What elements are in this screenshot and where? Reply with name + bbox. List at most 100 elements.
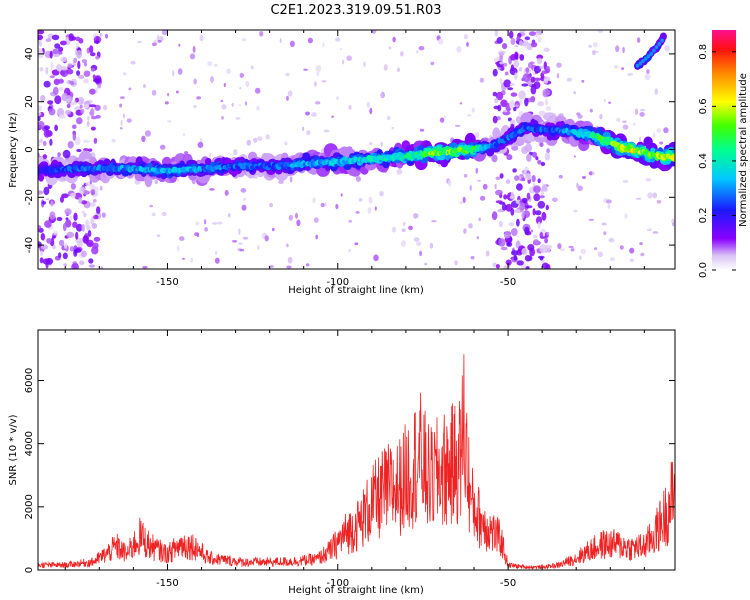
- noise-blob: [510, 207, 515, 216]
- noise-blob: [287, 256, 293, 264]
- noise-blob: [429, 242, 434, 249]
- noise-blob: [257, 136, 263, 142]
- noise-blob: [533, 77, 541, 82]
- noise-blob: [355, 211, 360, 214]
- noise-blob: [53, 78, 60, 86]
- noise-blob: [241, 38, 246, 42]
- noise-blob: [89, 45, 94, 54]
- noise-blob: [238, 228, 241, 235]
- noise-blob: [511, 228, 518, 236]
- noise-blob: [552, 197, 558, 203]
- noise-blob: [306, 130, 311, 136]
- noise-blob: [93, 137, 98, 144]
- noise-blob: [647, 192, 653, 199]
- noise-blob: [354, 242, 359, 245]
- noise-blob: [516, 183, 523, 191]
- noise-blob: [227, 213, 231, 218]
- noise-blob: [522, 39, 529, 48]
- noise-blob: [496, 56, 501, 59]
- noise-blob: [84, 62, 87, 67]
- upper-trace-blob: [654, 45, 659, 50]
- noise-blob: [383, 64, 388, 71]
- upper-trace-blob: [635, 63, 640, 68]
- noise-blob: [119, 103, 123, 108]
- noise-blob: [58, 252, 62, 259]
- noise-blob: [130, 60, 136, 65]
- spectrogram-ylabel: Frequency (Hz): [8, 112, 19, 188]
- snr-frame: [37, 329, 676, 571]
- noise-blob: [624, 213, 628, 219]
- noise-blob: [67, 141, 74, 149]
- noise-blob: [75, 42, 79, 49]
- noise-blob: [288, 214, 293, 221]
- noise-blob: [161, 211, 167, 217]
- noise-blob: [413, 237, 420, 242]
- noise-blob: [269, 265, 274, 268]
- noise-blob: [156, 234, 161, 237]
- noise-blob: [190, 257, 193, 263]
- noise-blob: [119, 96, 125, 99]
- noise-blob: [302, 126, 305, 132]
- noise-blob: [499, 173, 504, 179]
- noise-blob: [380, 92, 384, 98]
- noise-blob: [542, 88, 551, 96]
- noise-blob: [521, 210, 525, 219]
- noise-blob: [581, 80, 585, 83]
- noise-blob: [89, 88, 96, 95]
- noise-blob: [320, 202, 325, 208]
- spectrogram-ytick-label: 40: [24, 48, 35, 61]
- noise-blob: [77, 96, 85, 105]
- noise-blob: [369, 142, 373, 145]
- noise-blob: [530, 42, 538, 48]
- noise-blob: [94, 104, 101, 111]
- noise-blob: [100, 266, 104, 269]
- noise-blob: [466, 41, 469, 47]
- noise-blob: [519, 54, 525, 61]
- noise-blob: [491, 154, 498, 163]
- noise-blob: [616, 117, 621, 123]
- noise-blob: [535, 216, 543, 225]
- noise-blob: [482, 183, 488, 190]
- noise-blob: [654, 88, 659, 95]
- noise-blob: [500, 246, 508, 251]
- noise-blob: [63, 243, 68, 249]
- noise-blob: [87, 115, 90, 121]
- noise-blob: [522, 197, 528, 204]
- noise-blob: [313, 217, 319, 223]
- noise-blob: [495, 176, 501, 181]
- noise-blob: [285, 72, 290, 77]
- noise-blob: [48, 108, 56, 116]
- noise-blob: [315, 65, 322, 72]
- noise-blob: [431, 220, 437, 223]
- noise-blob: [208, 152, 212, 160]
- noise-blob: [518, 67, 523, 72]
- noise-blob: [499, 78, 503, 85]
- noise-blob: [368, 196, 373, 204]
- noise-blob: [539, 232, 544, 238]
- noise-blob: [78, 197, 83, 204]
- noise-blob: [507, 87, 514, 91]
- noise-blob: [231, 240, 238, 243]
- noise-blob: [254, 87, 261, 94]
- noise-blob: [78, 74, 85, 80]
- noise-blob: [401, 228, 406, 232]
- noise-blob: [51, 34, 60, 41]
- noise-blob: [224, 189, 229, 196]
- noise-blob: [38, 115, 41, 122]
- noise-blob: [286, 95, 289, 101]
- noise-blob: [534, 210, 542, 216]
- noise-blob: [207, 61, 213, 67]
- noise-blob: [235, 117, 241, 120]
- noise-blob: [231, 102, 234, 107]
- noise-blob: [437, 38, 444, 45]
- noise-blob: [214, 64, 218, 67]
- noise-blob: [265, 134, 271, 140]
- noise-blob: [463, 34, 468, 40]
- ridge-blob: [671, 155, 675, 159]
- noise-blob: [494, 30, 499, 37]
- noise-blob: [79, 260, 85, 266]
- noise-blob: [491, 211, 498, 221]
- noise-blob: [83, 70, 91, 77]
- noise-blob: [239, 87, 242, 90]
- noise-blob: [392, 226, 396, 233]
